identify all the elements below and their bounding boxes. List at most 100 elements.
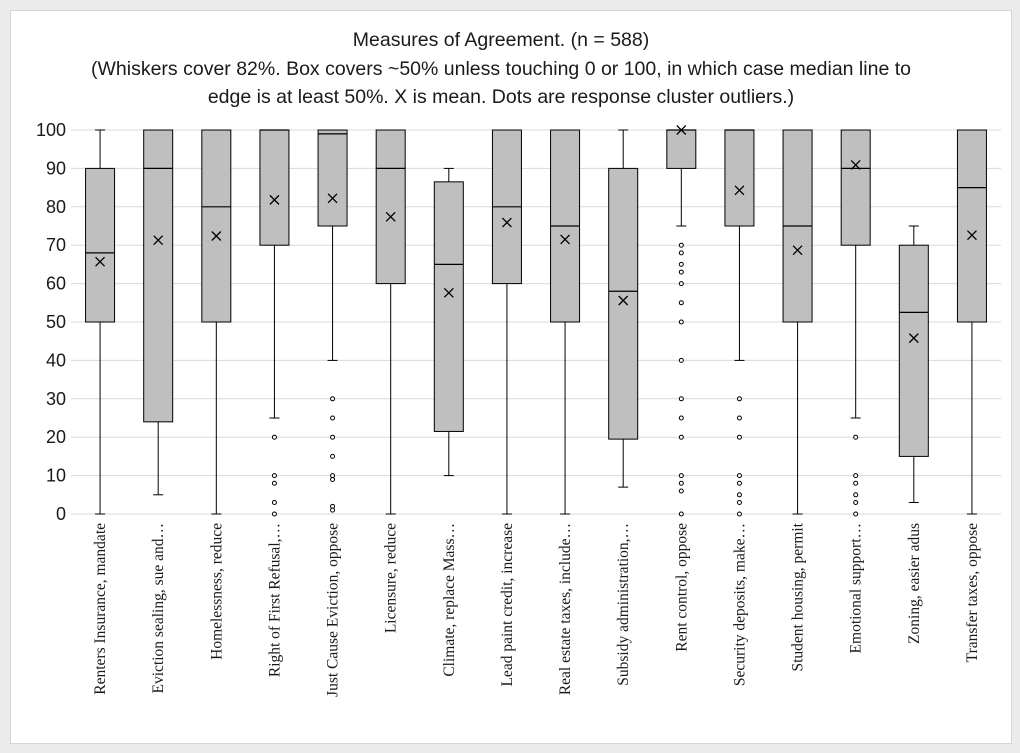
chart-title-line-3: edge is at least 50%. X is mean. Dots ar… [208, 86, 794, 108]
mean-marker [443, 287, 454, 298]
box-group [550, 129, 581, 515]
y-tick-label: 0 [56, 504, 66, 524]
x-tick-label: Right of First Refusal,… [266, 523, 283, 677]
outlier-point [678, 261, 684, 267]
mean-marker [850, 159, 861, 170]
y-tick-label: 100 [36, 120, 66, 140]
mean-marker [211, 231, 222, 241]
mean-marker [501, 217, 512, 228]
box-rect [898, 244, 929, 457]
box-rect [724, 129, 755, 227]
x-tick-label: Just Cause Eviction, oppose [325, 523, 342, 697]
mean-marker [792, 245, 803, 256]
x-tick-label: Rent control, oppose [673, 523, 690, 652]
x-tick-label: Eviction sealing, sue and… [150, 523, 167, 693]
mean-marker [618, 295, 629, 306]
y-tick-label: 60 [46, 274, 66, 294]
outlier-point [678, 415, 684, 421]
box-group [433, 167, 464, 477]
box-rect [956, 129, 987, 323]
y-tick-label: 50 [46, 312, 66, 332]
mean-marker [676, 125, 687, 135]
y-tick-label: 70 [46, 235, 66, 255]
outlier-point [271, 473, 277, 479]
outlier-point [271, 511, 277, 517]
outlier-point [678, 300, 684, 306]
box-group [491, 129, 522, 515]
outlier-point [736, 492, 742, 498]
outlier-point [330, 476, 336, 482]
x-tick-label: Licensure, reduce [383, 523, 400, 633]
outlier-point [736, 480, 742, 486]
box-rect [201, 129, 232, 323]
box-group [898, 225, 929, 503]
outlier-point [853, 511, 859, 517]
outlier-point [736, 473, 742, 479]
box-rect [608, 167, 639, 440]
box-rect [666, 129, 697, 169]
box-group [201, 129, 232, 515]
outlier-point [330, 453, 336, 459]
box-plot-chart: Measures of Agreement. (n = 588) (Whiske… [36, 29, 1001, 697]
outlier-point [330, 434, 336, 440]
y-axis-ticks: 0 10 20 30 40 50 60 70 80 90 100 [36, 120, 66, 524]
box-group [956, 129, 987, 515]
y-tick-label: 20 [46, 427, 66, 447]
mean-marker [734, 185, 745, 196]
box-rect [85, 167, 116, 323]
outlier-point [853, 480, 859, 486]
x-tick-label: Security deposits, make… [731, 523, 748, 686]
outlier-point [678, 250, 684, 256]
x-tick-label: Homelessness, reduce [208, 523, 225, 660]
y-tick-label: 80 [46, 197, 66, 217]
outlier-point [678, 269, 684, 275]
box-rect [259, 129, 290, 246]
outlier-point [330, 396, 336, 402]
mean-marker [95, 256, 106, 267]
box-group [143, 129, 174, 496]
outlier-point [330, 507, 336, 513]
x-tick-label: Emotional support… [848, 523, 865, 653]
mean-marker [153, 235, 164, 246]
mean-marker [560, 234, 571, 245]
box-group [782, 129, 813, 515]
outlier-point [678, 281, 684, 287]
mean-marker [269, 194, 280, 205]
chart-title-line-2: (Whiskers cover 82%. Box covers ~50% unl… [91, 58, 911, 80]
box-rect [433, 181, 464, 432]
outlier-point [736, 396, 742, 402]
y-tick-label: 10 [46, 466, 66, 486]
outlier-point [271, 434, 277, 440]
x-tick-label: Subsidy administration,… [615, 523, 632, 686]
outlier-point [678, 319, 684, 325]
box-group [85, 129, 116, 515]
box-group [259, 129, 290, 517]
box-group [317, 129, 348, 513]
outlier-point [853, 473, 859, 479]
outlier-point [853, 499, 859, 505]
outlier-point [678, 396, 684, 402]
y-tick-label: 30 [46, 389, 66, 409]
box-rect [143, 129, 174, 423]
chart-title: Measures of Agreement. (n = 588) (Whiske… [91, 29, 911, 108]
x-axis-labels: Renters Insurance, mandate Eviction seali… [92, 522, 981, 697]
chart-frame: Measures of Agreement. (n = 588) (Whiske… [10, 10, 1012, 744]
x-tick-label: Real estate taxes, include… [557, 523, 574, 695]
x-tick-label: Transfer taxes, oppose [964, 523, 981, 662]
x-tick-label: Climate, replace Mass… [441, 523, 458, 677]
y-tick-label: 40 [46, 350, 66, 370]
mean-marker [385, 211, 396, 222]
outlier-point [271, 480, 277, 486]
y-tick-label: 90 [46, 158, 66, 178]
chart-title-line-1: Measures of Agreement. (n = 588) [353, 29, 649, 51]
outlier-point [678, 242, 684, 248]
outlier-point [678, 511, 684, 517]
box-group [666, 125, 697, 517]
outlier-point [853, 434, 859, 440]
box-group [375, 129, 406, 515]
outlier-point [678, 480, 684, 486]
outlier-point [678, 488, 684, 494]
outlier-point [736, 434, 742, 440]
outlier-point [853, 492, 859, 498]
mean-marker [908, 333, 919, 344]
